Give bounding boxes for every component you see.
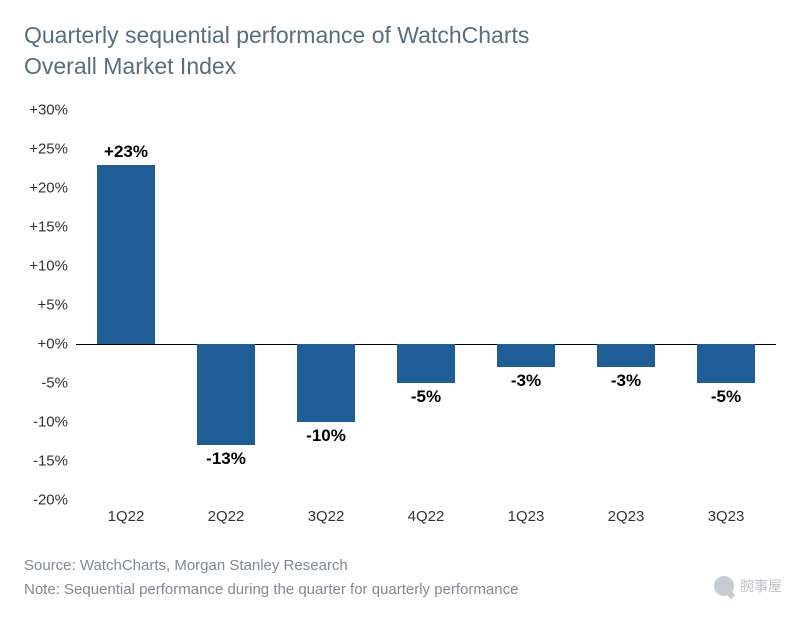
- bar: [497, 344, 555, 367]
- bar-value-label: -5%: [711, 387, 741, 407]
- y-tick-label: -10%: [33, 414, 76, 431]
- bar: [297, 344, 355, 422]
- chart-title-line1: Quarterly sequential performance of Watc…: [24, 22, 529, 48]
- y-tick-label: +30%: [29, 102, 76, 119]
- bar-value-label: -5%: [411, 387, 441, 407]
- bar: [597, 344, 655, 367]
- x-tick-label: 3Q22: [308, 508, 345, 525]
- chart-title-line2: Overall Market Index: [24, 53, 236, 79]
- bar: [97, 165, 155, 344]
- y-tick-label: +5%: [38, 297, 76, 314]
- bar: [197, 344, 255, 445]
- y-tick-label: -20%: [33, 492, 76, 509]
- x-tick-label: 4Q22: [408, 508, 445, 525]
- y-tick-label: +10%: [29, 258, 76, 275]
- bar: [397, 344, 455, 383]
- bar-value-label: -3%: [611, 371, 641, 391]
- y-tick-label: +20%: [29, 180, 76, 197]
- x-tick-label: 1Q22: [108, 508, 145, 525]
- chart-container: Quarterly sequential performance of Watc…: [0, 0, 800, 618]
- bar-value-label: -3%: [511, 371, 541, 391]
- bar: [697, 344, 755, 383]
- y-tick-label: -5%: [41, 375, 76, 392]
- footer-note: Note: Sequential performance during the …: [24, 578, 776, 602]
- chart-plot-area: -20%-15%-10%-5%+0%+5%+10%+15%+20%+25%+30…: [76, 110, 776, 500]
- x-tick-label: 3Q23: [708, 508, 745, 525]
- chart-title: Quarterly sequential performance of Watc…: [24, 20, 776, 82]
- watermark-text: 腕事屋: [740, 576, 782, 596]
- y-tick-label: +0%: [38, 336, 76, 353]
- chart-footer: Source: WatchCharts, Morgan Stanley Rese…: [24, 554, 776, 602]
- x-tick-label: 2Q23: [608, 508, 645, 525]
- y-tick-label: +15%: [29, 219, 76, 236]
- x-tick-label: 2Q22: [208, 508, 245, 525]
- y-tick-label: +25%: [29, 141, 76, 158]
- bar-value-label: -10%: [306, 426, 346, 446]
- watermark: 腕事屋: [714, 576, 782, 596]
- bar-value-label: -13%: [206, 449, 246, 469]
- bar-value-label: +23%: [104, 142, 148, 162]
- footer-source: Source: WatchCharts, Morgan Stanley Rese…: [24, 554, 776, 578]
- x-tick-label: 1Q23: [508, 508, 545, 525]
- y-tick-label: -15%: [33, 453, 76, 470]
- wechat-icon: [714, 576, 734, 596]
